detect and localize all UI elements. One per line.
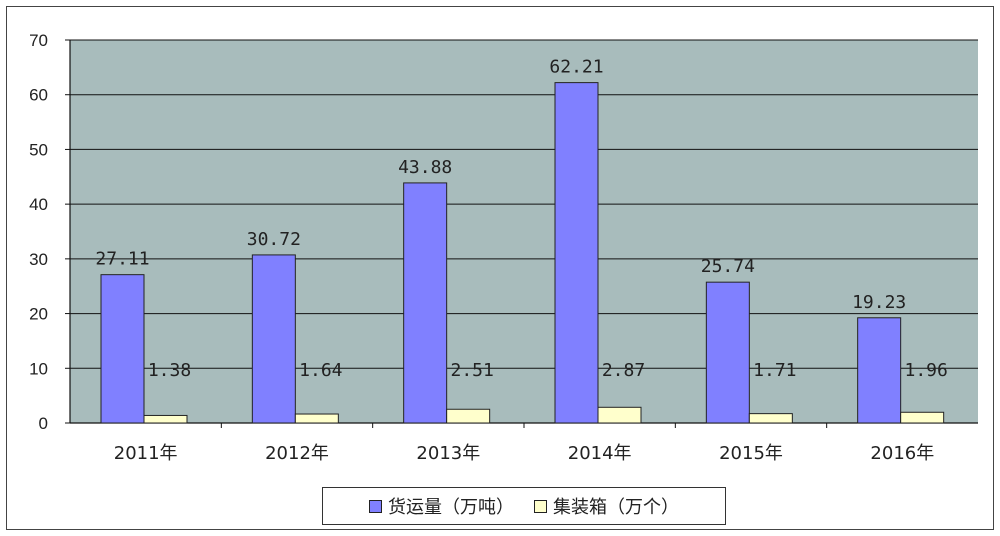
data-label: 19.23 [852, 292, 906, 313]
data-label: 43.88 [398, 157, 452, 178]
bar-freight [705, 281, 750, 424]
bar-freight [403, 182, 448, 424]
y-tick-label: 70 [29, 31, 48, 50]
y-tick-label: 10 [29, 359, 48, 378]
data-label: 25.74 [701, 256, 755, 277]
plot-area [70, 40, 978, 423]
bar-containers [597, 406, 642, 424]
legend-label-containers: 集装箱（万个） [553, 497, 679, 518]
bar-containers [294, 413, 339, 424]
chart-legend: 货运量（万吨） 集装箱（万个） [322, 487, 726, 525]
data-label: 1.71 [753, 360, 796, 381]
data-label: 30.72 [247, 229, 301, 250]
legend-swatch-containers [534, 499, 547, 513]
legend-label-freight: 货运量（万吨） [388, 497, 514, 518]
legend-item-containers: 集装箱（万个） [534, 493, 679, 519]
y-tick-label: 60 [29, 86, 48, 105]
bar-freight [857, 317, 902, 424]
data-label: 1.38 [148, 360, 191, 381]
data-label: 62.21 [549, 57, 603, 78]
legend-item-freight: 货运量（万吨） [369, 493, 514, 519]
x-category-label: 2011年 [114, 443, 178, 464]
bar-containers [748, 413, 793, 424]
y-tick-label: 50 [29, 140, 48, 159]
bar-freight [100, 274, 145, 424]
x-category-label: 2012年 [265, 443, 329, 464]
bar-containers [446, 408, 491, 424]
data-label: 27.11 [95, 249, 149, 270]
data-label: 1.64 [299, 360, 342, 381]
bar-freight [554, 82, 599, 424]
x-category-label: 2016年 [870, 443, 934, 464]
legend-swatch-freight [369, 499, 382, 513]
y-tick-label: 0 [39, 414, 48, 433]
data-label: 1.96 [904, 360, 947, 381]
bar-freight [251, 254, 296, 424]
x-category-label: 2013年 [416, 443, 480, 464]
bar-containers [900, 411, 945, 424]
y-tick-label: 40 [29, 195, 48, 214]
data-label: 2.87 [602, 360, 645, 381]
x-category-label: 2014年 [568, 443, 632, 464]
x-category-label: 2015年 [719, 443, 783, 464]
y-tick-label: 20 [29, 305, 48, 324]
data-label: 2.51 [450, 360, 493, 381]
y-tick-label: 30 [29, 250, 48, 269]
bar-containers [143, 414, 188, 424]
